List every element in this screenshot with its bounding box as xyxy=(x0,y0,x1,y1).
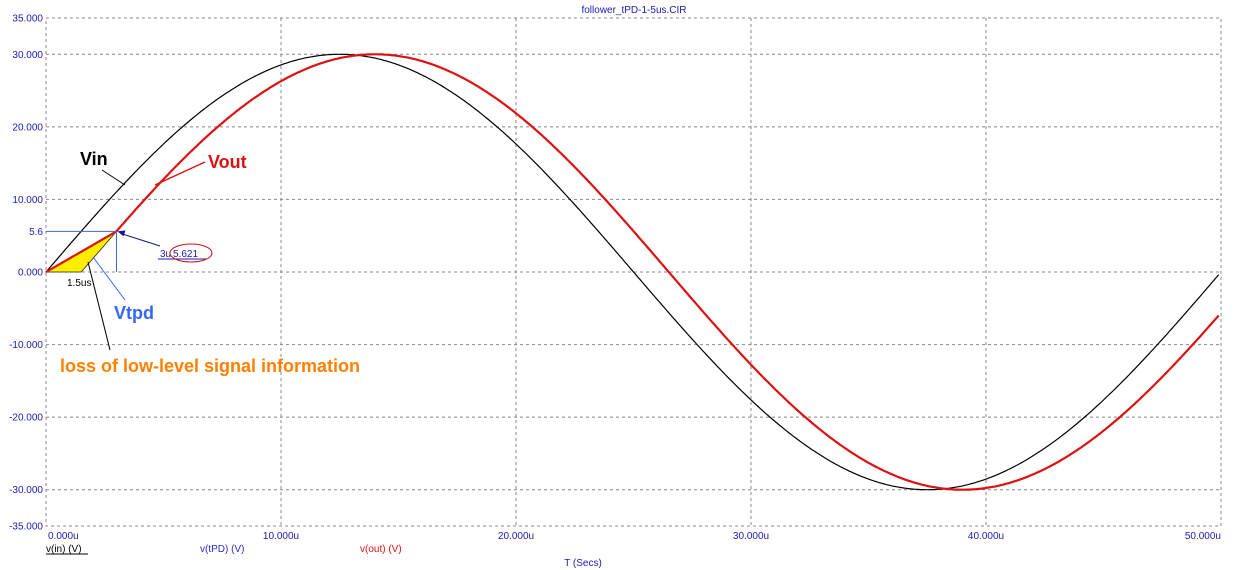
x-axis: 0.000u 10.000u 20.000u 30.000u 40.000u 50.000… xyxy=(48,531,1221,542)
annotations: Vin Vout Vtpd loss of low-level signal info… xyxy=(60,149,360,376)
cursor-value-circle xyxy=(169,243,213,263)
cursor-arrowhead xyxy=(117,230,126,237)
y-tick-label: 20.000 xyxy=(12,122,43,133)
y-tick-label: -20.000 xyxy=(9,413,43,424)
x-tick-label: 40.000u xyxy=(968,531,1004,542)
x-tick-label: 0.000u xyxy=(48,531,79,542)
label-vout-leader xyxy=(154,161,206,186)
cursor-marker: 3u 5.621 xyxy=(46,230,213,272)
series-vout-line xyxy=(45,53,1220,491)
y-tick-label: 10.000 xyxy=(12,195,43,206)
y-tick-label: -10.000 xyxy=(9,340,43,351)
cursor-leader xyxy=(120,232,161,247)
cursor-y-value: 5.621 xyxy=(173,249,198,260)
label-vin: Vin xyxy=(80,149,108,169)
x-tick-label: 20.000u xyxy=(498,531,534,542)
y-tick-label: -30.000 xyxy=(9,485,43,496)
legend-item: v(out) (V) xyxy=(360,544,402,555)
x-tick-label: 10.000u xyxy=(263,531,299,542)
y-tick-label: 0.000 xyxy=(18,268,43,279)
y-tick-label: 5.6 xyxy=(29,227,43,238)
series-vin-line xyxy=(45,53,1220,491)
cursor-x-value: 3u xyxy=(160,249,171,260)
y-tick-label: -35.000 xyxy=(9,522,43,533)
y-tick-label: 35.000 xyxy=(12,14,43,25)
legend: v(in) (V) v(tPD) (V) v(out) (V) xyxy=(46,544,402,555)
label-delay: 1.5us xyxy=(67,278,91,289)
legend-item: v(in) (V) xyxy=(46,544,82,555)
x-axis-label: T (Secs) xyxy=(564,558,602,569)
plot-border xyxy=(45,17,1222,527)
label-vout: Vout xyxy=(208,152,247,172)
legend-item: v(tPD) (V) xyxy=(200,544,244,555)
label-loss: loss of low-level signal information xyxy=(60,356,360,376)
grid xyxy=(45,17,1222,527)
label-loss-leader xyxy=(87,261,111,351)
y-axis: 35.000 30.000 20.000 10.000 5.6 0.000 -10.000 -… xyxy=(9,14,43,533)
x-tick-label: 30.000u xyxy=(733,531,769,542)
y-tick-label: 30.000 xyxy=(12,50,43,61)
x-tick-label: 50.000u xyxy=(1185,531,1221,542)
label-vtpd-leader xyxy=(92,256,126,301)
chart-title: follower_tPD-1-5us.CIR xyxy=(581,5,686,16)
label-vin-leader xyxy=(101,169,126,186)
label-vtpd: Vtpd xyxy=(114,303,154,323)
